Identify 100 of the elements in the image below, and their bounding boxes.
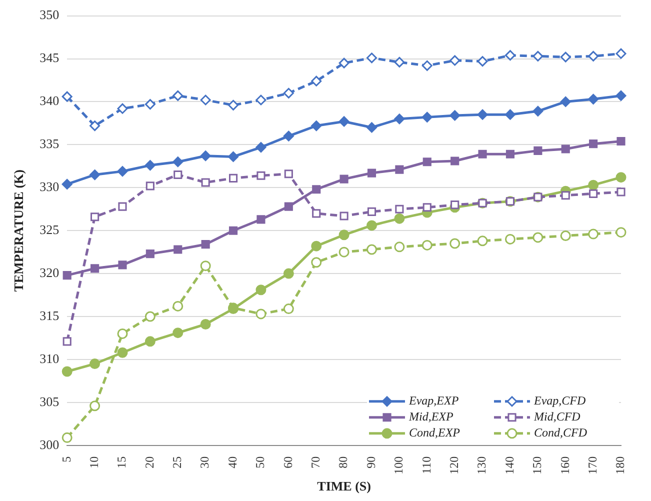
point	[340, 212, 348, 220]
point	[394, 56, 405, 68]
point	[504, 109, 516, 120]
point	[172, 156, 184, 168]
x-tick-label: 10	[86, 456, 101, 468]
point	[450, 55, 460, 66]
legend-label: Evap,CFD	[533, 394, 586, 408]
point	[311, 76, 322, 86]
point	[200, 319, 211, 330]
x-tick-label: 110	[419, 456, 434, 474]
point	[62, 337, 72, 346]
point	[588, 180, 599, 190]
point	[62, 270, 72, 280]
point	[312, 185, 321, 194]
point	[338, 58, 350, 68]
point	[422, 112, 432, 122]
point	[560, 96, 571, 107]
point	[338, 246, 350, 258]
point	[422, 203, 432, 212]
y-tick-label: 315	[40, 308, 60, 323]
point	[144, 336, 156, 347]
point	[367, 168, 376, 178]
point	[367, 207, 376, 216]
point	[560, 230, 571, 242]
legend-label: Mid,CFD	[533, 410, 581, 424]
point	[506, 150, 515, 158]
point	[532, 50, 544, 62]
point	[201, 240, 210, 249]
point	[90, 264, 100, 273]
y-tick-label: 325	[40, 222, 60, 238]
y-tick-label: 345	[40, 50, 60, 66]
point	[200, 150, 211, 162]
point	[90, 120, 100, 132]
point	[228, 174, 238, 182]
legend-label: Mid,EXP	[408, 410, 454, 424]
point	[616, 136, 626, 146]
point	[560, 52, 571, 62]
point	[200, 94, 211, 106]
point	[118, 260, 127, 270]
point	[589, 140, 598, 148]
point	[117, 328, 128, 339]
x-tick-label: 25	[170, 456, 184, 468]
point	[62, 366, 72, 377]
point	[172, 300, 184, 312]
point	[477, 236, 488, 246]
point	[338, 230, 350, 240]
point	[504, 234, 516, 244]
x-tick-label: 70	[308, 456, 323, 468]
point	[283, 130, 294, 142]
point	[340, 174, 348, 184]
point	[422, 60, 432, 71]
point	[90, 212, 100, 222]
point	[366, 122, 377, 133]
x-tick-label: 80	[336, 456, 350, 468]
x-axis-title: TIME (S)	[317, 478, 371, 494]
x-tick-label: 160	[558, 456, 572, 474]
point	[366, 52, 377, 64]
point	[312, 209, 321, 218]
point	[228, 226, 238, 235]
x-tick-label: 15	[114, 456, 129, 468]
point	[366, 220, 377, 231]
point	[422, 158, 432, 166]
point	[144, 311, 156, 322]
x-tick-label: 100	[392, 456, 406, 474]
y-tick-label: 330	[40, 179, 60, 194]
x-tick-label: 180	[613, 456, 628, 474]
point	[616, 48, 626, 59]
y-tick-label: 340	[40, 93, 60, 108]
point	[504, 50, 516, 61]
point	[616, 90, 626, 101]
point	[395, 165, 404, 174]
point	[338, 116, 350, 127]
y-tick-label: 350	[40, 7, 60, 22]
point	[174, 170, 182, 180]
y-tick-label: 305	[40, 394, 60, 409]
legend-label: Cond,CFD	[534, 426, 588, 440]
point	[450, 238, 460, 249]
x-tick-label: 170	[585, 456, 600, 474]
point	[395, 204, 404, 214]
point	[477, 109, 488, 120]
point	[144, 99, 156, 110]
point	[284, 170, 293, 178]
point	[283, 88, 294, 98]
point	[616, 188, 626, 196]
point	[118, 202, 127, 211]
point	[117, 347, 128, 358]
point	[117, 166, 128, 177]
point	[311, 240, 322, 252]
point	[532, 106, 544, 116]
legend-label: Evap,EXP	[408, 394, 460, 408]
point	[256, 142, 266, 153]
point	[616, 172, 626, 183]
point	[256, 308, 266, 320]
point	[172, 328, 184, 338]
point	[62, 178, 72, 190]
legend-label: Cond,EXP	[409, 426, 461, 440]
x-tick-label: 140	[502, 456, 516, 474]
x-tick-label: 60	[280, 456, 295, 468]
point	[422, 240, 432, 250]
x-tick-label: 50	[253, 456, 268, 468]
